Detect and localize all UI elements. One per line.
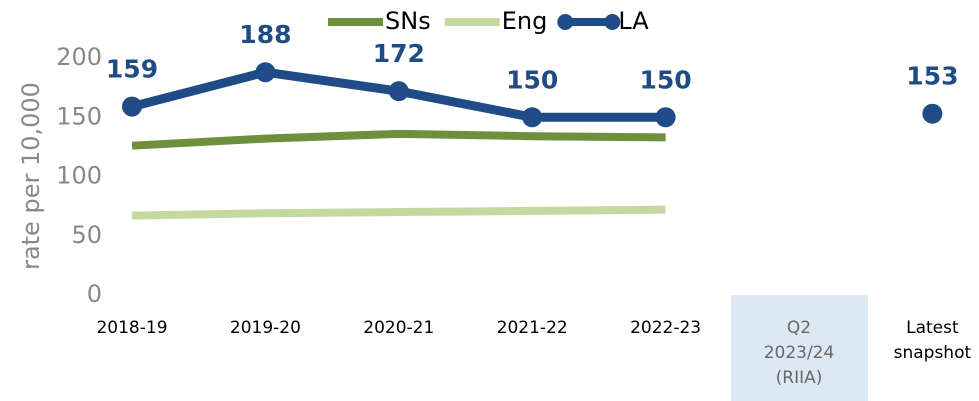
point-marker <box>255 62 276 83</box>
x-tick-label: 2022-23 <box>630 318 702 338</box>
legend-marker <box>557 14 574 30</box>
data-label: 153 <box>906 62 958 91</box>
data-label: 188 <box>239 20 291 49</box>
x-tick-label: Latest snapshot <box>893 318 972 363</box>
series-line <box>131 205 666 220</box>
legend-label: Eng <box>502 7 548 35</box>
data-label: 172 <box>373 39 425 68</box>
data-label: 159 <box>106 55 158 84</box>
point-marker <box>522 107 543 128</box>
x-tick-label: 2020-21 <box>363 318 435 338</box>
highlight-band <box>731 295 868 401</box>
y-tick-label: 100 <box>56 162 102 190</box>
point-marker <box>122 96 142 117</box>
x-tick-label: 2021-22 <box>496 318 568 338</box>
series-line <box>131 129 666 150</box>
y-tick-label: 200 <box>56 43 102 71</box>
x-tick-label: 2019-20 <box>229 318 301 338</box>
x-tick-label: Q2 2023/24 (RIIA) <box>763 318 835 388</box>
y-tick-label: 150 <box>56 102 102 130</box>
data-label: 150 <box>506 65 558 94</box>
legend-marker <box>604 14 621 30</box>
y-tick-label: 0 <box>87 280 102 308</box>
x-tick-label: 2018-19 <box>96 318 168 338</box>
legend-label: SNs <box>385 7 431 35</box>
y-tick-label: 50 <box>71 221 102 249</box>
legend-label: LA <box>618 7 649 35</box>
point-marker <box>388 81 409 102</box>
point-marker <box>922 103 943 124</box>
data-label: 150 <box>640 65 692 94</box>
point-marker <box>655 107 676 128</box>
y-axis-label: rate per 10,000 <box>17 82 45 270</box>
